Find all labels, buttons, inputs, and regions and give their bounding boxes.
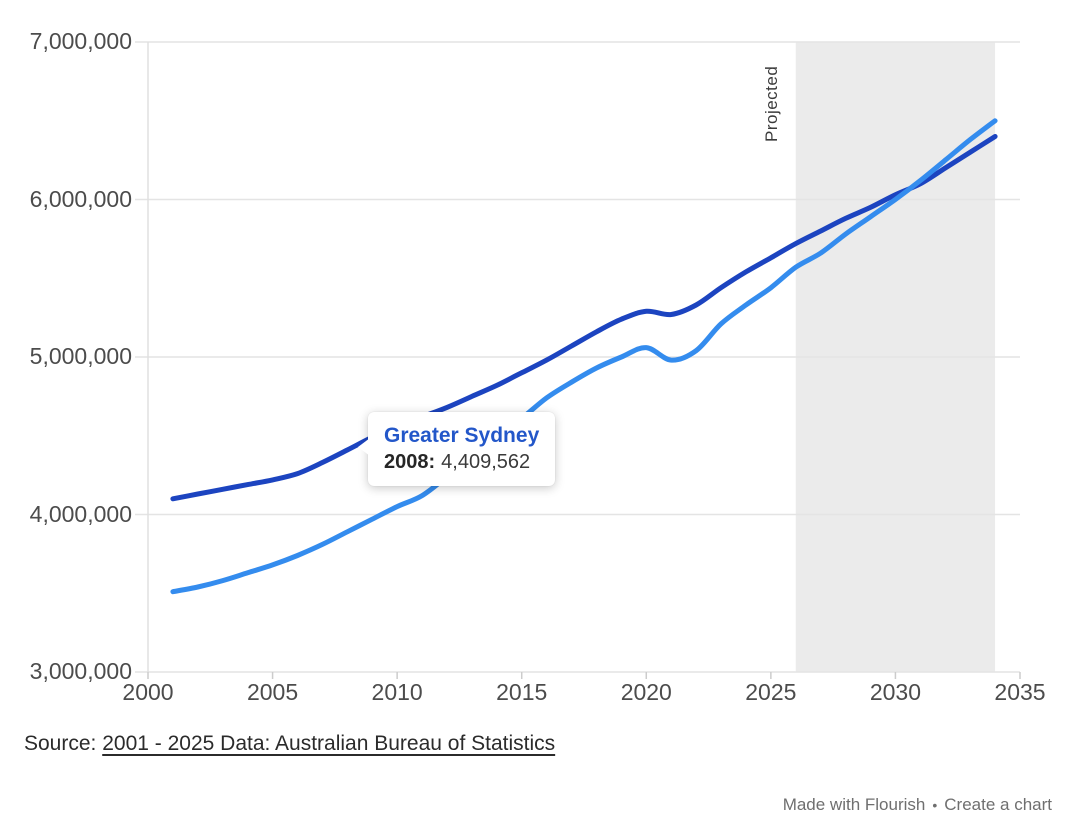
x-axis-tick-label: 2005	[246, 679, 299, 705]
tooltip-year: 2008:	[384, 451, 436, 473]
tooltip-value-row: 2008: 4,409,562	[384, 449, 539, 475]
tooltip-value: 4,409,562	[441, 451, 531, 473]
footer-separator: •	[932, 797, 938, 813]
x-axis-tick-label: 2015	[496, 679, 548, 705]
x-axis-tick-label: 2010	[371, 679, 423, 705]
projected-region-label: Projected	[762, 65, 781, 142]
y-axis-tick-label: 5,000,000	[29, 343, 132, 369]
create-a-chart-link[interactable]: Create a chart	[944, 795, 1052, 814]
flourish-footer: Made with Flourish • Create a chart	[783, 795, 1052, 815]
y-axis-tick-label: 7,000,000	[29, 28, 132, 54]
series-line-unlabeled[interactable]	[170, 118, 998, 595]
x-axis-tick-label: 2000	[122, 679, 174, 705]
x-axis-tick-label: 2020	[620, 679, 672, 705]
tooltip-series-name: Greater Sydney	[384, 424, 540, 447]
x-axis-tick-label: 2025	[745, 679, 797, 705]
x-axis-tick-label: 2035	[994, 679, 1046, 705]
tooltip-arrow-icon	[358, 438, 370, 456]
made-with-flourish-link[interactable]: Made with Flourish	[782, 795, 926, 814]
y-axis-tick-label: 6,000,000	[29, 185, 132, 212]
y-axis-tick-label: 3,000,000	[29, 658, 132, 684]
source-line: Source: 2001 - 2025 Data: Australian Bur…	[24, 732, 555, 756]
series-line-greater-sydney[interactable]	[170, 134, 998, 502]
tooltip: Greater Sydney 2008: 4,409,562	[358, 412, 556, 486]
x-axis-tick-label: 2030	[869, 679, 921, 705]
source-prefix: Source:	[24, 732, 103, 755]
y-axis-tick-label: 4,000,000	[29, 500, 132, 527]
source-link[interactable]: 2001 - 2025 Data: Australian Bureau of S…	[102, 732, 556, 755]
